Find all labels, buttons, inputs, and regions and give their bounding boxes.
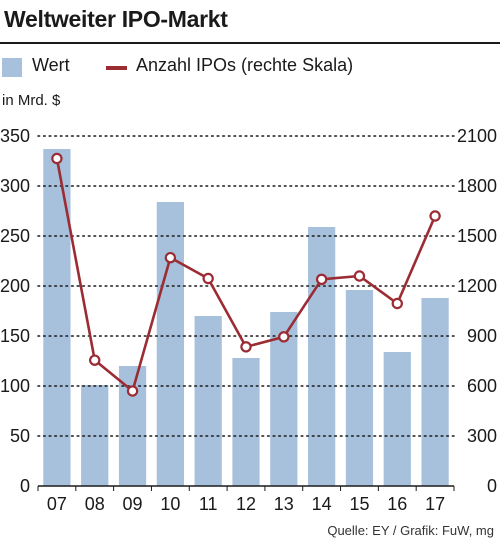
line-point-12 [240, 341, 252, 353]
right-tick-label: 0 [487, 476, 497, 496]
bar-17 [421, 298, 449, 486]
chart-title: Weltweiter IPO-Markt [4, 6, 228, 32]
bar-10 [156, 202, 184, 486]
line-point-13 [278, 331, 290, 343]
x-tick-label: 16 [387, 494, 407, 514]
bar-14 [308, 227, 336, 486]
legend-swatch-line [106, 66, 127, 70]
x-tick-label: 15 [349, 494, 369, 514]
bar-11 [194, 316, 222, 486]
legend-swatch-bars [2, 58, 22, 77]
x-tick-label: 14 [312, 494, 332, 514]
x-tick-label: 08 [85, 494, 105, 514]
right-tick-label: 2100 [457, 126, 497, 146]
line-point-16 [391, 297, 403, 310]
left-tick-label: 0 [20, 476, 30, 496]
x-tick-label: 17 [425, 494, 445, 514]
bar-15 [345, 290, 374, 486]
bar-12 [232, 358, 260, 486]
title-rule [0, 42, 500, 44]
left-tick-label: 200 [0, 276, 30, 296]
line-point-09 [126, 385, 139, 397]
x-tick-label: 12 [236, 494, 256, 514]
right-tick-label: 1500 [457, 226, 497, 246]
right-tick-label: 300 [467, 426, 497, 446]
x-tick-label: 11 [199, 494, 218, 514]
line-point-14 [315, 273, 328, 286]
right-tick-label: 900 [467, 326, 497, 346]
right-tick-label: 1200 [457, 276, 497, 296]
line-point-11 [202, 272, 214, 285]
left-tick-label: 300 [0, 176, 30, 196]
line-point-17 [429, 210, 441, 222]
bar-16 [383, 352, 411, 486]
left-tick-label: 350 [0, 126, 30, 146]
left-tick-label: 250 [0, 226, 30, 246]
left-tick-label: 100 [0, 376, 30, 396]
line-point-08 [89, 354, 101, 366]
left-tick-label: 150 [0, 326, 30, 346]
right-tick-label: 600 [467, 376, 497, 396]
legend-label-line: Anzahl IPOs (rechte Skala) [136, 55, 354, 75]
x-tick-label: 07 [47, 494, 67, 514]
x-tick-label: 13 [274, 494, 294, 514]
x-tick-label: 10 [160, 494, 180, 514]
source-credit: Quelle: EY / Grafik: FuW, mg [327, 523, 494, 538]
line-point-15 [353, 270, 366, 282]
left-tick-label: 50 [10, 426, 30, 446]
ipo-count-line [55, 158, 437, 393]
left-axis-unit-label: in Mrd. $ [2, 92, 61, 109]
legend-label-bars: Wert [32, 55, 70, 75]
line-point-07 [51, 152, 63, 165]
line-point-10 [164, 251, 177, 264]
x-tick-label: 09 [123, 494, 143, 514]
right-tick-label: 1800 [457, 176, 497, 196]
